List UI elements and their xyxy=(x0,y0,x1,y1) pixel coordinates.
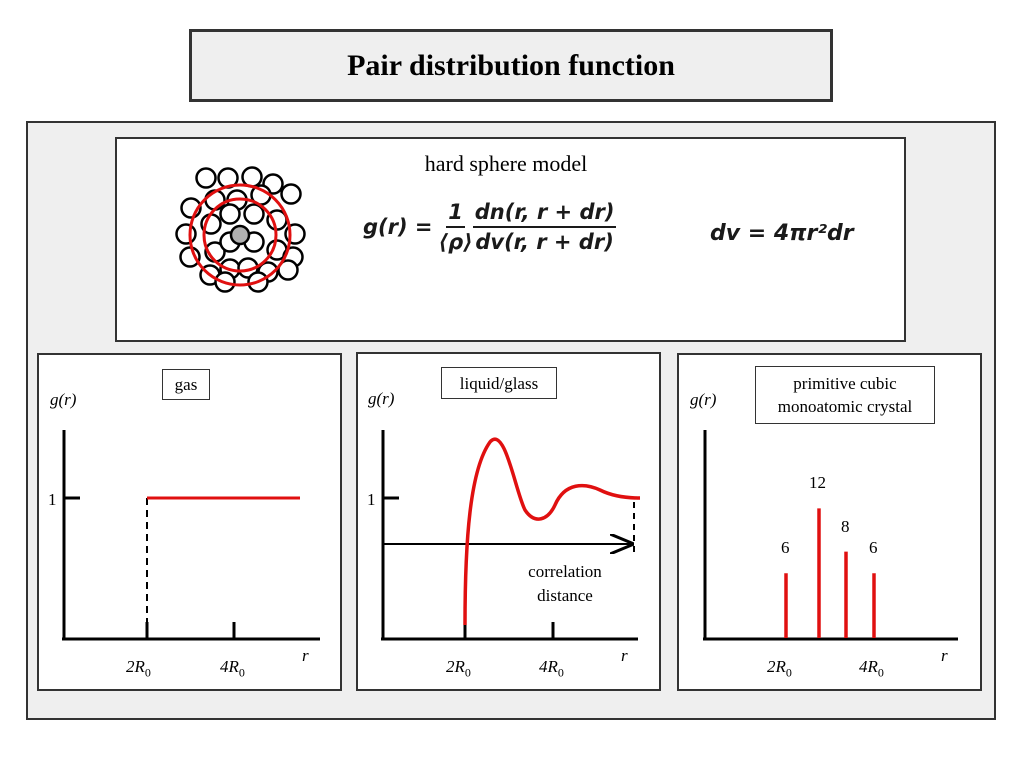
gas-y-label: g(r) xyxy=(50,390,77,409)
crystal-x-label: r xyxy=(941,646,948,665)
sphere xyxy=(179,246,201,268)
liquid-x-tick-4r0-text: 4R xyxy=(539,657,558,676)
liquid-y-tick-1: 1 xyxy=(367,490,376,509)
crystal-x-tick-2r0-text: 2R xyxy=(767,657,786,676)
crystal-x-tick-4r0-sub: 0 xyxy=(877,665,884,680)
fraction-numerator-1: 1 xyxy=(446,200,465,228)
gas-x-tick-4r0-sub: 0 xyxy=(238,665,245,680)
sphere-cluster-diagram xyxy=(175,166,306,293)
gas-x-label: r xyxy=(302,646,309,665)
sphere xyxy=(219,203,241,225)
gas-tag: gas xyxy=(162,369,210,400)
gas-x-tick-4r0: 4R0 xyxy=(220,657,245,680)
crystal-y-label: g(r) xyxy=(690,390,717,409)
liquid-x-tick-4r0: 4R0 xyxy=(539,657,564,680)
crystal-peak-label: 12 xyxy=(809,473,826,493)
liquid-x-tick-2r0-sub: 0 xyxy=(464,665,471,680)
sphere xyxy=(280,183,302,205)
liquid-y-label: g(r) xyxy=(368,389,395,408)
crystal-peak-label: 8 xyxy=(841,516,850,536)
sphere xyxy=(243,203,265,225)
liquid-panel xyxy=(356,352,661,691)
gas-x-tick-2r0-sub: 0 xyxy=(144,665,151,680)
gas-x-tick-4r0-text: 4R xyxy=(220,657,239,676)
gas-panel xyxy=(37,353,342,691)
crystal-x-tick-2r0-sub: 0 xyxy=(785,665,792,680)
formula-lhs: g(r) = xyxy=(363,215,433,239)
sphere xyxy=(277,259,299,281)
liquid-x-tick-2r0: 2R0 xyxy=(446,657,471,680)
model-label: hard sphere model xyxy=(424,151,588,176)
crystal-x-tick-4r0-text: 4R xyxy=(859,657,878,676)
crystal-x-tick-4r0: 4R0 xyxy=(859,657,884,680)
fraction-numerator-dn: dn(r, r + dr) xyxy=(472,200,617,228)
count-fraction: dn(r, r + dr) dv(r, r + dr) xyxy=(472,200,617,254)
density-fraction: 1 ⟨ρ⟩ xyxy=(439,200,473,254)
inner-shell-ring xyxy=(202,197,278,273)
fraction-denominator-dv: dv(r, r + dr) xyxy=(475,230,614,254)
gas-x-tick-2r0-text: 2R xyxy=(126,657,145,676)
crystal-x-tick-2r0: 2R0 xyxy=(767,657,792,680)
fraction-denominator-rho: ⟨ρ⟩ xyxy=(438,230,473,254)
center-sphere xyxy=(229,224,251,246)
liquid-annotation: correlation distance xyxy=(528,562,602,605)
page-title: Pair distribution function xyxy=(347,48,675,82)
sphere xyxy=(195,167,217,189)
crystal-peak-label: 6 xyxy=(869,538,878,558)
liquid-curve xyxy=(463,437,641,626)
title-box: Pair distribution function xyxy=(189,29,833,102)
outer-shell-ring xyxy=(188,183,292,287)
liquid-tag: liquid/glass xyxy=(441,367,557,399)
gas-y-tick-1: 1 xyxy=(48,490,57,509)
crystal-peak-label: 6 xyxy=(781,538,790,558)
pdf-formula: g(r) = 1 ⟨ρ⟩ dn(r, r + dr) dv(r, r + dr) xyxy=(363,200,617,254)
dv-formula: dv = 4πr²dr xyxy=(710,221,854,246)
liquid-x-tick-4r0-sub: 0 xyxy=(557,665,564,680)
gas-x-tick-2r0: 2R0 xyxy=(126,657,151,680)
crystal-tag: primitive cubic monoatomic crystal xyxy=(755,366,935,424)
liquid-x-label: r xyxy=(621,646,628,665)
liquid-x-tick-2r0-text: 2R xyxy=(446,657,465,676)
